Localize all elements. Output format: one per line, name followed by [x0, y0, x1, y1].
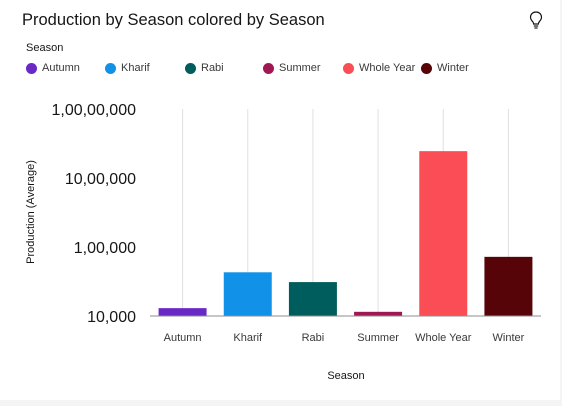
- x-tick-label: Winter: [493, 332, 525, 344]
- bar-summer[interactable]: [354, 312, 402, 316]
- x-axis-title: Season: [327, 370, 364, 382]
- y-tick-label: 10,00,000: [65, 171, 136, 188]
- bar-autumn[interactable]: [159, 308, 207, 316]
- y-tick-label: 1,00,00,000: [51, 102, 136, 119]
- y-tick-label: 1,00,000: [74, 240, 136, 257]
- x-tick-label: Kharif: [233, 332, 263, 344]
- x-tick-label: Summer: [357, 332, 399, 344]
- y-tick-label: 10,000: [87, 309, 136, 326]
- x-tick-label: Autumn: [164, 332, 202, 344]
- x-tick-label: Rabi: [302, 332, 325, 344]
- x-tick-label: Whole Year: [415, 332, 472, 344]
- bar-winter[interactable]: [484, 257, 532, 316]
- bar-whole-year[interactable]: [419, 151, 467, 316]
- y-axis-title: Production (Average): [25, 160, 37, 264]
- bar-rabi[interactable]: [289, 282, 337, 316]
- bar-kharif[interactable]: [224, 272, 272, 316]
